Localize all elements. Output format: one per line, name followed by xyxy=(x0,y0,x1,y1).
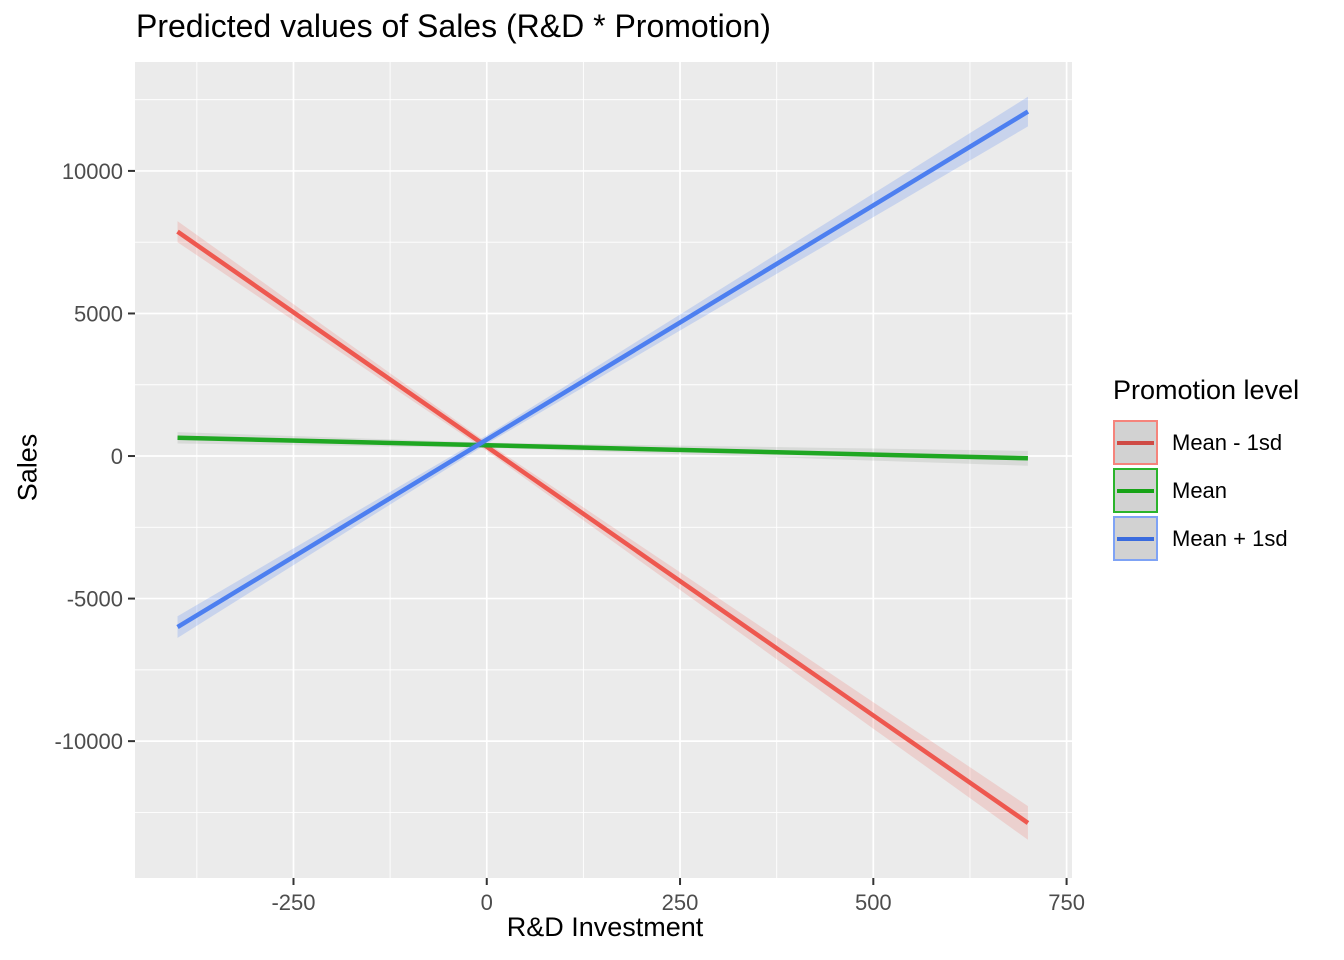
y-tick-label: 10000 xyxy=(62,159,123,184)
x-tick-label: 750 xyxy=(1048,890,1085,915)
legend-title: Promotion level xyxy=(1113,375,1300,405)
legend-key-swatch xyxy=(1113,468,1158,513)
x-axis-title: R&D Investment xyxy=(506,912,704,942)
y-tick-label: 5000 xyxy=(74,301,123,326)
legend-key-line xyxy=(1117,440,1154,445)
legend-key-swatch xyxy=(1113,420,1158,465)
legend-item: Mean + 1sd xyxy=(1113,516,1299,561)
legend-items: Mean - 1sd Mean Mean + 1sd xyxy=(1113,420,1299,561)
y-axis-title: Sales xyxy=(12,433,43,502)
legend-item-label: Mean + 1sd xyxy=(1172,525,1288,551)
y-tick-label: -5000 xyxy=(67,587,123,612)
series-line-mean-1sd xyxy=(176,109,1030,630)
confidence-ribbon-mean-1sd xyxy=(177,221,1028,840)
legend-item-label: Mean - 1sd xyxy=(1172,429,1283,455)
chart-title: Predicted values of Sales (R&D * Promoti… xyxy=(136,8,771,44)
series-line-mean xyxy=(177,435,1028,461)
legend-item-label: Mean xyxy=(1172,477,1228,503)
y-tick-label: -10000 xyxy=(54,729,123,754)
x-tick-label: 0 xyxy=(481,890,493,915)
legend-item: Mean - 1sd xyxy=(1113,420,1299,465)
legend-key-line xyxy=(1117,488,1154,493)
legend-key-line xyxy=(1117,536,1154,541)
legend-key-swatch xyxy=(1113,516,1158,561)
legend-item: Mean xyxy=(1113,468,1299,513)
y-tick-label: 0 xyxy=(111,444,123,469)
x-tick-label: 250 xyxy=(662,890,699,915)
x-tick-label: -250 xyxy=(271,890,315,915)
x-tick-label: 500 xyxy=(855,890,892,915)
legend: Promotion level Mean - 1sd Mean Mean + 1sd xyxy=(1113,375,1299,564)
series-line-mean-1sd xyxy=(176,229,1030,825)
panel-background xyxy=(135,62,1072,878)
